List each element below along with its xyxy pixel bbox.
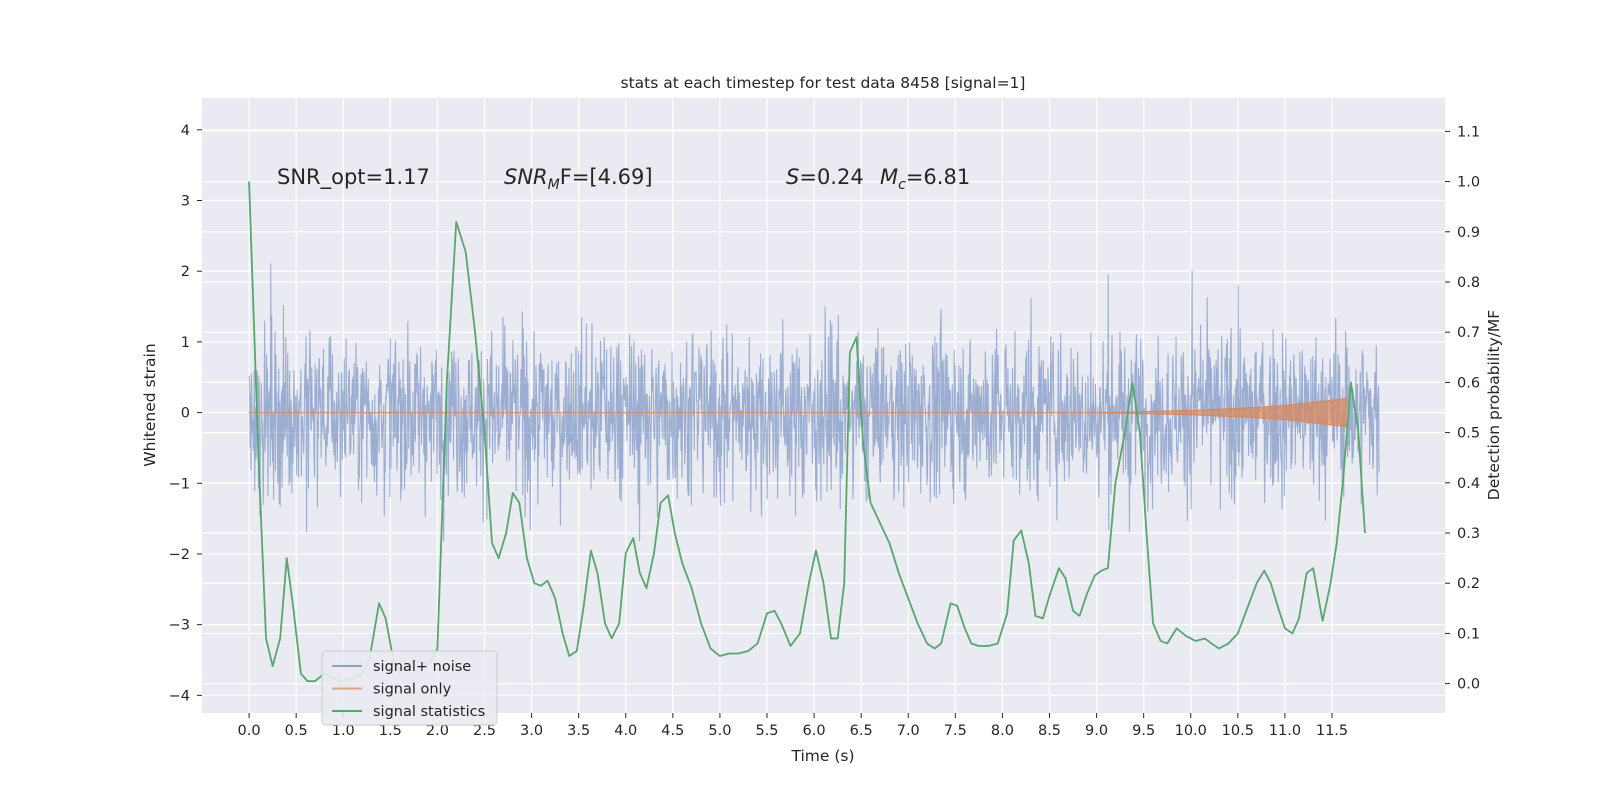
x-tick-label: 6.5 bbox=[850, 723, 873, 739]
x-tick-label: 1.5 bbox=[379, 723, 402, 739]
x-tick-label: 4.5 bbox=[661, 723, 684, 739]
series-signal-only-line bbox=[249, 397, 1347, 428]
y-tick-label: 4 bbox=[181, 123, 190, 139]
x-tick-label: 8.5 bbox=[1038, 723, 1061, 739]
x-tick-label: 0.0 bbox=[238, 723, 261, 739]
y-right-tick-label: 0.6 bbox=[1457, 375, 1480, 391]
x-tick-label: 5.0 bbox=[708, 723, 731, 739]
y-axis-right-ticks: 1.1 1.0 0.9 0.8 0.7 0.6 0.5 0.4 0.3 0.2 0.1 0.0 bbox=[1445, 124, 1480, 693]
x-tick-label: 8.0 bbox=[991, 723, 1014, 739]
y-right-tick-label: 0.7 bbox=[1457, 325, 1480, 341]
x-tick-label: 11.5 bbox=[1316, 723, 1348, 739]
y-right-tick-label: 0.2 bbox=[1457, 576, 1480, 592]
annotation-snr-mf-main: SNR bbox=[504, 165, 548, 189]
x-tick-label: 10.5 bbox=[1222, 723, 1254, 739]
legend-label: signal only bbox=[373, 682, 452, 698]
plot-area bbox=[248, 181, 1380, 683]
y-right-tick-label: 1.1 bbox=[1457, 124, 1480, 140]
y-tick-label: 0 bbox=[181, 406, 190, 422]
y-tick-label: −4 bbox=[169, 688, 190, 704]
annotation-s-main: S bbox=[786, 165, 799, 189]
y-tick-label: 1 bbox=[181, 335, 190, 351]
x-tick-label: 0.5 bbox=[285, 723, 308, 739]
annotation-mc-rest: =6.81 bbox=[906, 165, 970, 189]
annotation-snr-mf-rest: F=[4.69] bbox=[560, 165, 653, 189]
annotation-snr-mf: SNRMF=[4.69] bbox=[504, 165, 653, 193]
y-axis-label: Whitened strain bbox=[141, 343, 159, 466]
y-right-tick-label: 0.4 bbox=[1457, 476, 1480, 492]
annotation-snr-opt: SNR_opt=1.17 bbox=[277, 165, 430, 190]
x-axis-ticks: 0.0 0.5 1.0 1.5 2.0 2.5 3.0 3.5 4.0 4.5 5.0 5.5 6.0 6… bbox=[238, 713, 1348, 739]
x-tick-label: 1.0 bbox=[332, 723, 355, 739]
y-right-tick-label: 0.5 bbox=[1457, 426, 1480, 442]
x-tick-label: 6.0 bbox=[803, 723, 826, 739]
annotation-mc-main: M bbox=[880, 165, 898, 189]
annotations: SNR_opt=1.17 SNRMF=[4.69] S=0.24 Mc=6.81 bbox=[277, 165, 970, 193]
y-right-tick-label: 0.8 bbox=[1457, 275, 1480, 291]
x-tick-label: 5.5 bbox=[755, 723, 778, 739]
x-tick-label: 2.5 bbox=[473, 723, 496, 739]
y-right-tick-label: 0.0 bbox=[1457, 677, 1480, 693]
x-tick-label: 10.0 bbox=[1175, 723, 1207, 739]
legend: signal+ noise signal only signal statistic… bbox=[321, 650, 498, 726]
annotation-s: S=0.24 bbox=[786, 165, 864, 189]
series-signal-statistics-line bbox=[248, 181, 1366, 683]
annotation-mc-sub: c bbox=[898, 177, 906, 193]
y-right-tick-label: 0.3 bbox=[1457, 526, 1480, 542]
x-tick-label: 7.5 bbox=[944, 723, 967, 739]
y-right-tick-label: 0.9 bbox=[1457, 225, 1480, 241]
x-tick-label: 2.0 bbox=[426, 723, 449, 739]
x-tick-label: 11.0 bbox=[1269, 723, 1301, 739]
legend-label: signal statistics bbox=[373, 704, 485, 720]
annotation-mc: Mc=6.81 bbox=[880, 165, 970, 193]
y-tick-label: −3 bbox=[169, 618, 190, 634]
legend-label: signal+ noise bbox=[373, 659, 471, 675]
chart-title: stats at each timestep for test data 845… bbox=[621, 74, 1026, 92]
y-axis-ticks: 4 3 2 1 0 −1 −2 −3 −4 bbox=[169, 123, 202, 704]
y-right-tick-label: 1.0 bbox=[1457, 175, 1480, 191]
legend-box bbox=[321, 650, 498, 726]
x-tick-label: 3.0 bbox=[520, 723, 543, 739]
x-tick-label: 7.0 bbox=[897, 723, 920, 739]
y-tick-label: 2 bbox=[181, 264, 190, 280]
x-tick-label: 3.5 bbox=[567, 723, 590, 739]
y-tick-label: 3 bbox=[181, 194, 190, 210]
series-signal-noise-line bbox=[248, 263, 1380, 542]
x-tick-label: 4.0 bbox=[614, 723, 637, 739]
y-right-tick-label: 0.1 bbox=[1457, 626, 1480, 642]
x-axis-label: Time (s) bbox=[790, 747, 854, 765]
y-tick-label: −1 bbox=[169, 476, 190, 492]
annotation-s-rest: =0.24 bbox=[799, 165, 863, 189]
x-tick-label: 9.0 bbox=[1085, 723, 1108, 739]
annotation-snr-mf-sub: M bbox=[548, 177, 560, 193]
y-tick-label: −2 bbox=[169, 547, 190, 563]
y-axis-right-label: Detection probability/MF bbox=[1485, 310, 1503, 501]
x-tick-label: 9.5 bbox=[1132, 723, 1155, 739]
